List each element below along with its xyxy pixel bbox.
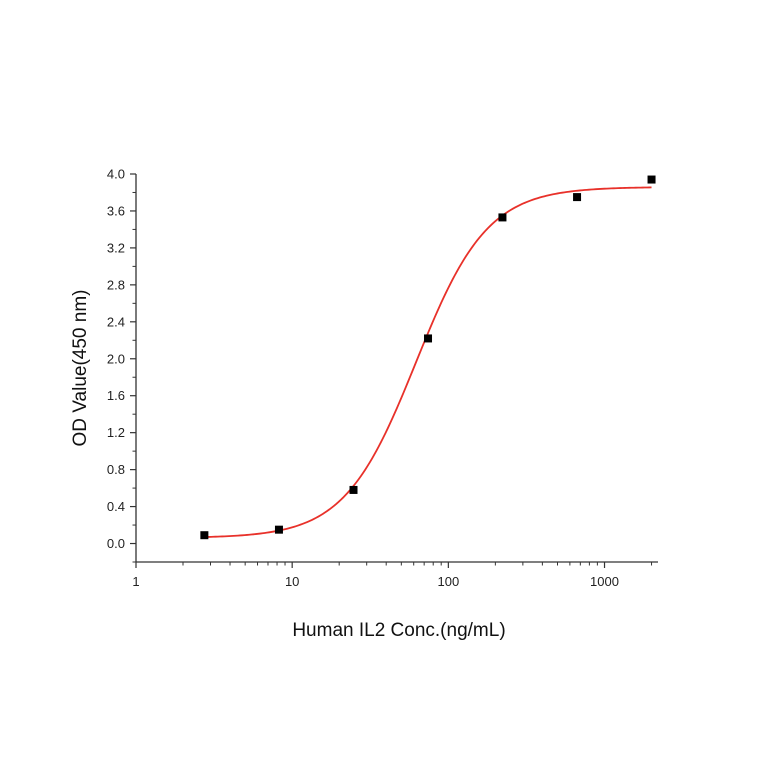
y-tick-label: 0.8	[107, 462, 125, 477]
data-point	[349, 485, 358, 494]
y-tick-label: 3.2	[107, 240, 125, 255]
y-tick-label: 4.0	[107, 167, 125, 182]
data-point	[647, 175, 656, 184]
y-tick-label: 1.6	[107, 388, 125, 403]
data-point	[274, 525, 283, 534]
data-points	[200, 175, 656, 540]
y-tick-label: 0.0	[107, 536, 125, 551]
fit-curve	[204, 186, 652, 538]
x-tick-label: 1	[132, 574, 139, 589]
y-axis-title: OD Value(450 nm)	[70, 290, 91, 447]
y-tick-label: 2.4	[107, 314, 125, 329]
x-tick-label: 1000	[590, 574, 619, 589]
y-ticks: 0.0 0.4 0.8 1.2 1.6 2.0 2.4 2.8 3.2 3.6 4.0	[107, 167, 136, 563]
plot-area: 1 10 100 1000 0.0 0.4 0.8 1.2 1.6 2.0 2.4 2.8 3.2 3.…	[107, 167, 658, 589]
y-tick-label: 0.4	[107, 499, 125, 514]
data-point	[573, 193, 582, 202]
x-axis-title: Human IL2 Conc.(ng/mL)	[292, 620, 505, 641]
data-point	[424, 334, 433, 343]
x-tick-label: 100	[437, 574, 459, 589]
x-tick-label: 10	[285, 574, 299, 589]
y-tick-label: 2.0	[107, 351, 125, 366]
y-tick-label: 3.6	[107, 203, 125, 218]
data-point	[498, 213, 507, 222]
y-tick-label: 2.8	[107, 277, 125, 292]
x-ticks: 1 10 100 1000	[132, 562, 653, 589]
data-point	[200, 531, 209, 540]
y-tick-label: 1.2	[107, 425, 125, 440]
